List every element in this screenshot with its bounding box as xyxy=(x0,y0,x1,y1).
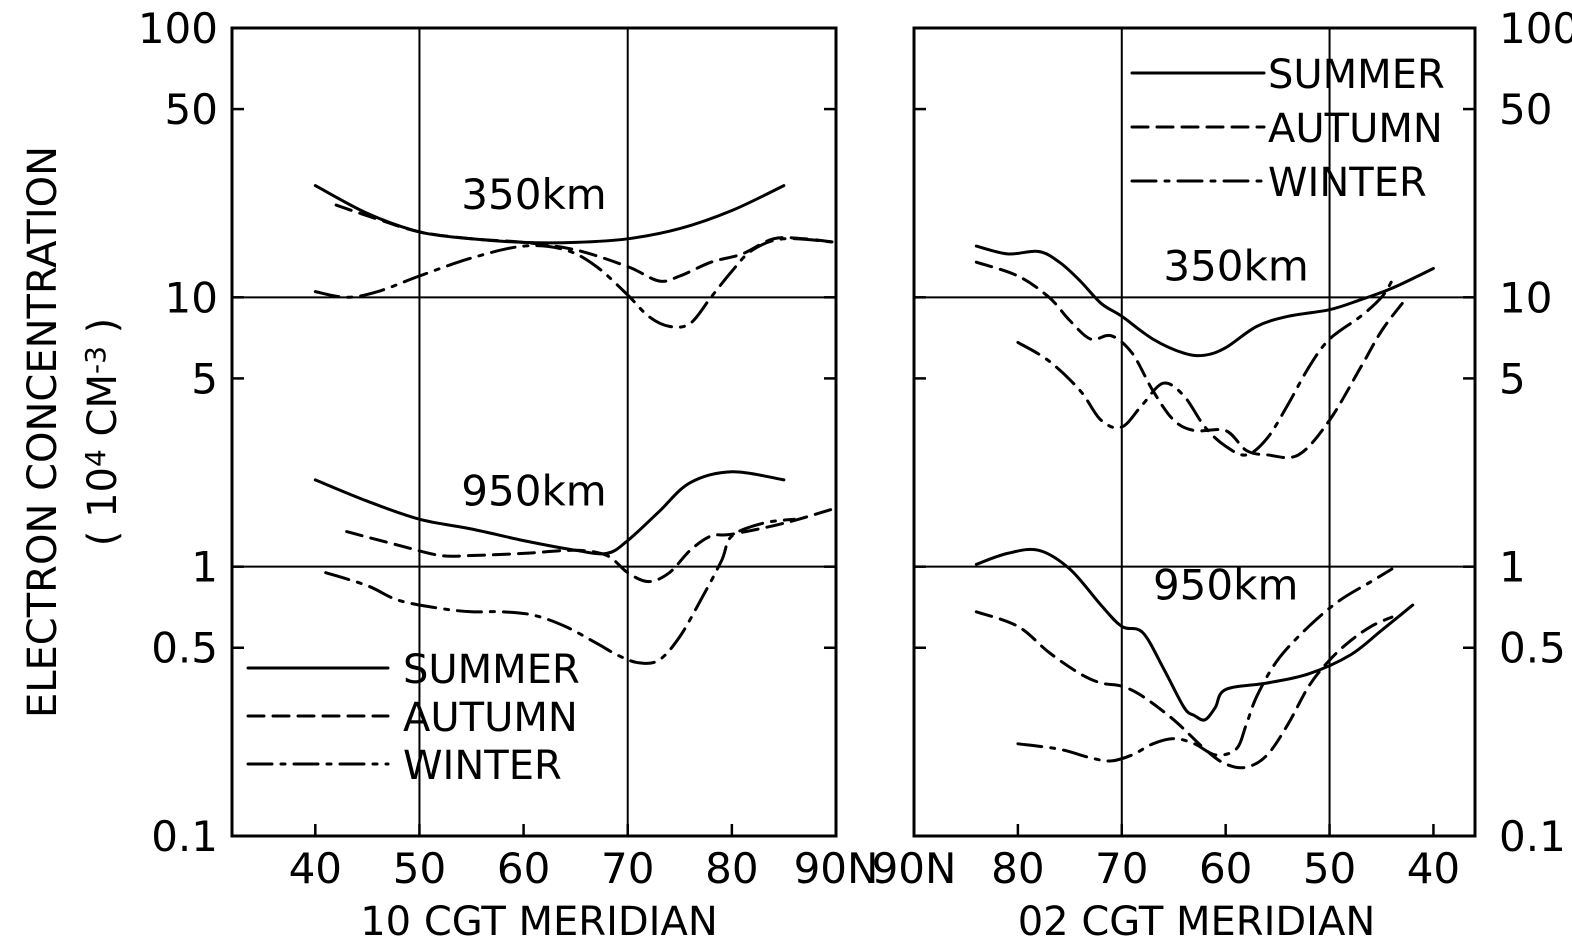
x-tick-label: 70 xyxy=(1095,844,1148,893)
y-tick-label: 5 xyxy=(191,354,218,403)
legend-label-winter: WINTER xyxy=(403,743,562,789)
y-tick-label: 5 xyxy=(1499,354,1526,403)
y-tick-label: 100 xyxy=(138,4,218,53)
legend-label-summer: SUMMER xyxy=(403,647,580,693)
y-axis-title-part: CM xyxy=(80,374,126,449)
series-line-winter-950km xyxy=(1016,567,1394,763)
altitude-label: 950km xyxy=(461,467,606,516)
y-axis-title-line1: ELECTRON CONCENTRATION xyxy=(20,146,66,718)
x-tick-label: 60 xyxy=(1199,844,1252,893)
legend-label-autumn: AUTUMN xyxy=(1268,106,1443,152)
series-line-winter-950km xyxy=(324,517,796,665)
series-line-autumn-350km xyxy=(974,260,1404,460)
series-line-summer-950km xyxy=(974,547,1415,722)
y-tick-label: 50 xyxy=(1499,85,1552,134)
altitude-label: 950km xyxy=(1153,561,1298,610)
x-axis-title: 02 CGT MERIDIAN xyxy=(1018,899,1376,943)
x-tick-label: 40 xyxy=(289,844,342,893)
y-axis-title-part: -3 xyxy=(79,346,112,374)
plot-frame xyxy=(230,26,838,838)
legend-label-summer: SUMMER xyxy=(1268,52,1445,98)
y-axis-title-part: ( 10 xyxy=(80,467,126,546)
panel-left: 100 50 10 5 1 0.5 0.1 40 50 60 70 80 90N 10 CGT MERID… xyxy=(138,4,879,943)
series-line-summer-950km xyxy=(313,470,786,556)
y-axis-title: ELECTRON CONCENTRATION ( 104 CM-3 ) xyxy=(20,146,126,718)
y-axis-title-line2: ( 104 CM-3 ) xyxy=(79,318,126,546)
series-line-summer-350km xyxy=(974,244,1435,358)
y-tick-label: 0.5 xyxy=(1499,624,1566,673)
series-line-winter-350km xyxy=(1016,279,1394,457)
legend-label-autumn: AUTUMN xyxy=(403,695,578,741)
x-tick-label: 90N xyxy=(872,844,957,893)
x-tick-label: 50 xyxy=(1303,844,1356,893)
series-line-autumn-950km xyxy=(974,610,1394,770)
series-line-winter-350km xyxy=(313,237,838,329)
x-tick-label: 90N xyxy=(794,844,879,893)
series-line-autumn-350km xyxy=(334,203,838,283)
panel-right: 100 50 10 5 1 0.5 0.1 90N 80 70 60 50 40 02 CGT MERID… xyxy=(872,4,1572,943)
x-tick-label: 80 xyxy=(991,844,1044,893)
y-axis-title-part: ) xyxy=(80,318,126,346)
legend-label-winter: WINTER xyxy=(1268,160,1427,206)
y-tick-label: 10 xyxy=(1499,273,1552,322)
y-tick-label: 0.5 xyxy=(151,624,218,673)
x-tick-label: 40 xyxy=(1407,844,1460,893)
y-tick-label: 1 xyxy=(191,543,218,592)
altitude-label: 350km xyxy=(461,170,606,219)
y-tick-label: 0.1 xyxy=(1499,812,1566,861)
x-axis-title: 10 CGT MERIDIAN xyxy=(360,899,718,943)
x-tick-label: 80 xyxy=(705,844,758,893)
x-tick-label: 50 xyxy=(393,844,446,893)
series-line-autumn-950km xyxy=(345,506,838,584)
y-tick-label: 100 xyxy=(1499,4,1572,53)
plot-frame xyxy=(912,26,1477,838)
x-tick-label: 60 xyxy=(497,844,550,893)
altitude-label: 350km xyxy=(1163,242,1308,291)
y-tick-label: 10 xyxy=(165,273,218,322)
y-axis-title-part: 4 xyxy=(79,449,112,467)
y-tick-label: 1 xyxy=(1499,543,1526,592)
y-tick-label: 50 xyxy=(165,85,218,134)
y-tick-label: 0.1 xyxy=(151,812,218,861)
x-tick-label: 70 xyxy=(601,844,654,893)
